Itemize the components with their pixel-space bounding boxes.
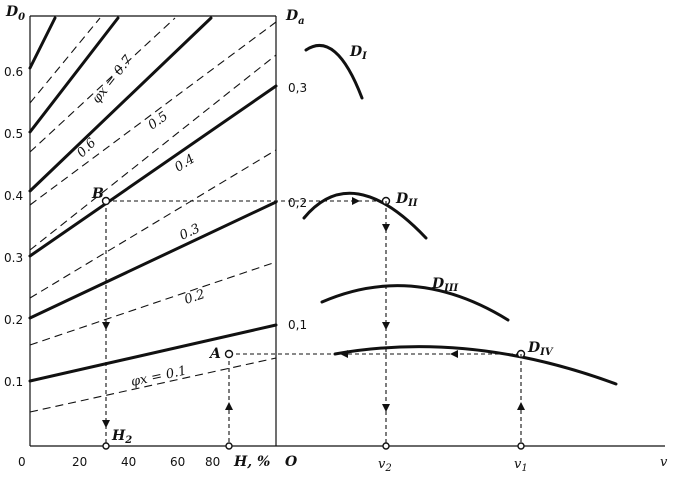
psi-dash-7 (29, 17, 101, 104)
left-x-tick-40: 40 (121, 455, 136, 469)
psi-label-0-3: 0.3 (177, 221, 202, 243)
psi-line-0-1 (28, 323, 278, 383)
psi-label-0-5: 0.5 (146, 109, 172, 133)
psi-label-0-7: φx = 0.7 (89, 52, 136, 106)
right-y-tick-0-3: 0,3 (288, 81, 307, 95)
point-a-label: A (208, 346, 221, 362)
curve-d1-label: DI (349, 44, 367, 62)
v1-arrow-up (517, 402, 525, 410)
v2-marker (382, 442, 390, 450)
psi-label-0-1: φx = 0.1 (130, 364, 188, 390)
h-marker (225, 442, 233, 450)
psi-dash-4 (29, 54, 277, 251)
b-right-arrow (352, 197, 360, 205)
h2-label: H2 (111, 428, 132, 446)
right-origin-label: O (285, 454, 298, 470)
right-y-axis-title: Da (285, 8, 305, 27)
right-x-axis-title: v (660, 455, 668, 470)
curve-d3 (320, 284, 510, 322)
psi-dash-3 (29, 149, 277, 299)
h2-arrow-up (102, 420, 110, 428)
psi-line-0-3 (28, 84, 278, 258)
left-y-tick-0-5: 0.5 (4, 127, 23, 141)
curve-d4-label: DIV (527, 340, 554, 358)
point-b (101, 196, 111, 206)
left-x-tick-60: 60 (170, 455, 185, 469)
left-x-tick-80: 80 (205, 455, 220, 469)
psi-label-0-6: 0.6 (74, 136, 99, 161)
left-x-tick-20: 20 (72, 455, 87, 469)
v2-label: v2 (378, 457, 392, 474)
psi-dash-5 (29, 21, 277, 206)
right-y-tick-0-2: 0,2 (288, 196, 307, 210)
v2-arrow-1 (382, 224, 390, 232)
curve-d2 (302, 191, 428, 240)
curve-d1 (304, 44, 364, 100)
psi-line-0-5 (28, 16, 120, 134)
left-y-tick-0-2: 0.2 (4, 313, 23, 327)
psi-line-0-6 (28, 16, 57, 70)
left-y-tick-0-3: 0.3 (4, 251, 23, 265)
h2-marker (102, 442, 110, 450)
curve-d3-label: DIII (431, 276, 458, 294)
psi-dash-1 (29, 357, 277, 413)
left-x-tick-0: 0 (18, 455, 26, 469)
a-arrow-up (225, 402, 233, 410)
b-arrow-down (102, 322, 110, 330)
psi-line-0-2 (28, 200, 278, 320)
a-left-arrow (340, 350, 348, 358)
curve-d4 (333, 345, 618, 386)
v2-arrow-3 (382, 404, 390, 412)
psi-label-0-2: 0.2 (183, 287, 207, 308)
left-y-axis-title: D0 (5, 4, 25, 23)
curve-d2-label: DII (395, 191, 418, 209)
left-y-tick-0-4: 0.4 (4, 189, 23, 203)
point-b-label: B (91, 186, 104, 202)
left-x-axis-title: H, % (233, 454, 270, 470)
left-y-tick-0-6: 0.6 (4, 65, 23, 79)
right-y-tick-0-1: 0,1 (288, 318, 307, 332)
v1-marker (517, 442, 525, 450)
v2-arrow-2 (382, 322, 390, 330)
d4-left-arrow (450, 350, 458, 358)
point-a (224, 349, 234, 359)
psi-dash-2 (29, 261, 277, 346)
left-y-tick-0-1: 0.1 (4, 375, 23, 389)
v1-label: v1 (514, 457, 528, 474)
psi-line-0-4 (28, 16, 213, 193)
psi-dash-6 (29, 17, 176, 153)
